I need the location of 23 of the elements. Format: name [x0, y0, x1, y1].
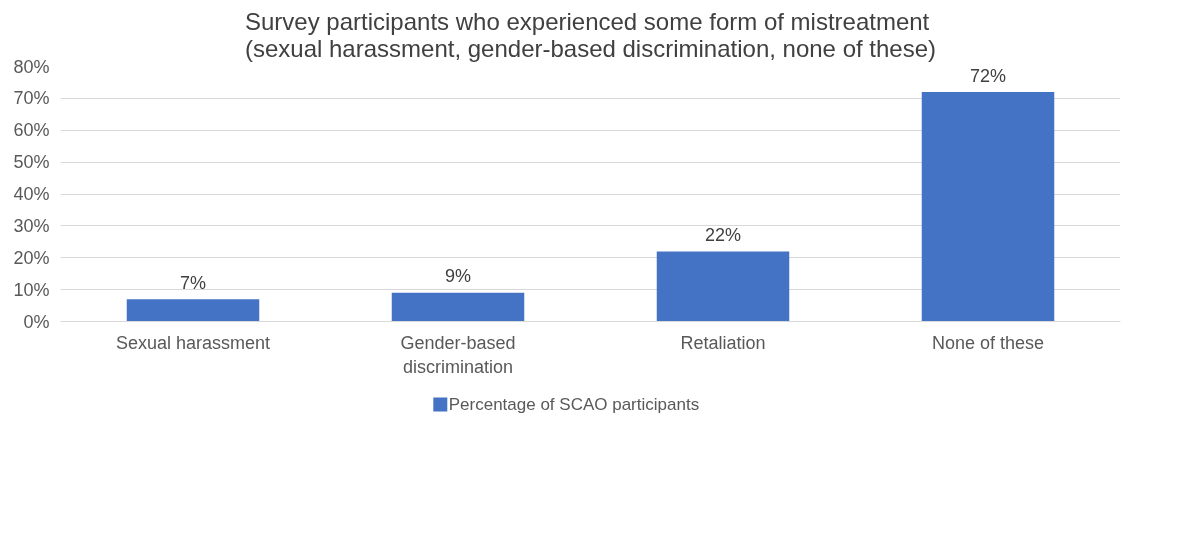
- y-tick-label: 50%: [13, 152, 50, 173]
- chart-title: Survey participants who experienced some form of mistreatment (sexual harassment, gender-based discrimination, none of these): [244, 7, 937, 62]
- y-tick-label: 10%: [13, 279, 50, 300]
- bar: [391, 292, 525, 322]
- legend-label: Percentage of SCAO participants: [448, 395, 700, 414]
- y-tick-label: 40%: [13, 184, 50, 204]
- x-tick-label: Gender-based discrimination: [400, 332, 516, 377]
- y-tick-label: 0%: [23, 311, 50, 332]
- y-tick-label: 60%: [13, 120, 50, 141]
- text: 22%: [704, 225, 742, 245]
- bar: [921, 92, 1055, 322]
- bar: [126, 299, 260, 322]
- y-tick-label: 80%: [13, 56, 50, 77]
- text: 72%: [969, 65, 1007, 86]
- x-tick-label: Sexual harassment: [115, 332, 271, 353]
- y-tick-label: 20%: [13, 247, 50, 268]
- x-tick-label: Retaliation: [680, 332, 766, 353]
- text: 7%: [179, 272, 207, 293]
- text: 9%: [444, 266, 472, 287]
- bar: [656, 251, 790, 322]
- x-tick-label: None of these: [931, 332, 1045, 353]
- y-tick-label: 30%: [13, 215, 50, 236]
- y-tick-label: 70%: [13, 88, 50, 109]
